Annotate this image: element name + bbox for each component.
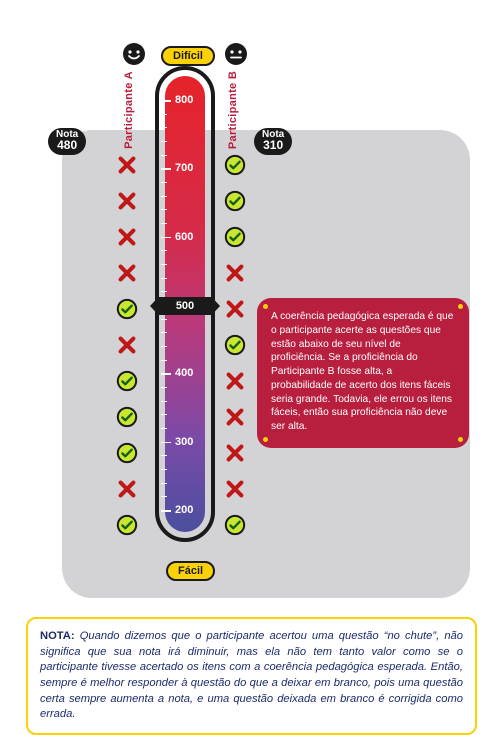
note-label: NOTA: [40,630,75,642]
check-icon [224,226,246,248]
participant-a-label: Participante A [123,71,135,149]
difficulty-top-pill: Difícil [161,46,215,66]
happy-face-icon [122,42,146,66]
note-text: Quando dizemos que o participante acerto… [40,630,463,720]
cross-icon [116,262,138,284]
cross-icon [116,154,138,176]
check-icon [116,370,138,392]
note-box: NOTA: Quando dizemos que o participante … [26,617,477,735]
check-icon [116,406,138,428]
cross-icon [224,478,246,500]
cross-icon [224,370,246,392]
scale-pointer: 500 [150,297,220,315]
cross-icon [116,334,138,356]
tick-label: 200 [175,504,193,516]
cross-icon [116,190,138,212]
cross-icon [224,442,246,464]
tick-label: 600 [175,231,193,243]
cross-icon [116,478,138,500]
cross-icon [224,262,246,284]
check-icon [116,298,138,320]
check-icon [116,514,138,536]
check-icon [116,442,138,464]
difficulty-bottom-pill: Fácil [166,561,215,581]
cross-icon [116,226,138,248]
cross-icon [224,298,246,320]
score-bubble-a: Nota 480 [48,128,86,155]
score-bubble-b: Nota 310 [254,128,292,155]
explanation-callout: A coerência pedagógica esperada é que o … [257,298,469,448]
check-icon [224,190,246,212]
tick-label: 800 [175,94,193,106]
score-value: 480 [56,139,78,151]
tick-label: 700 [175,162,193,174]
cross-icon [224,406,246,428]
tick-label: 300 [175,436,193,448]
tick-label: 400 [175,367,193,379]
neutral-face-icon [224,42,248,66]
check-icon [224,334,246,356]
check-icon [224,154,246,176]
check-icon [224,514,246,536]
score-value: 310 [262,139,284,151]
participant-b-label: Participante B [227,71,239,149]
callout-text: A coerência pedagógica esperada é que o … [271,311,453,432]
